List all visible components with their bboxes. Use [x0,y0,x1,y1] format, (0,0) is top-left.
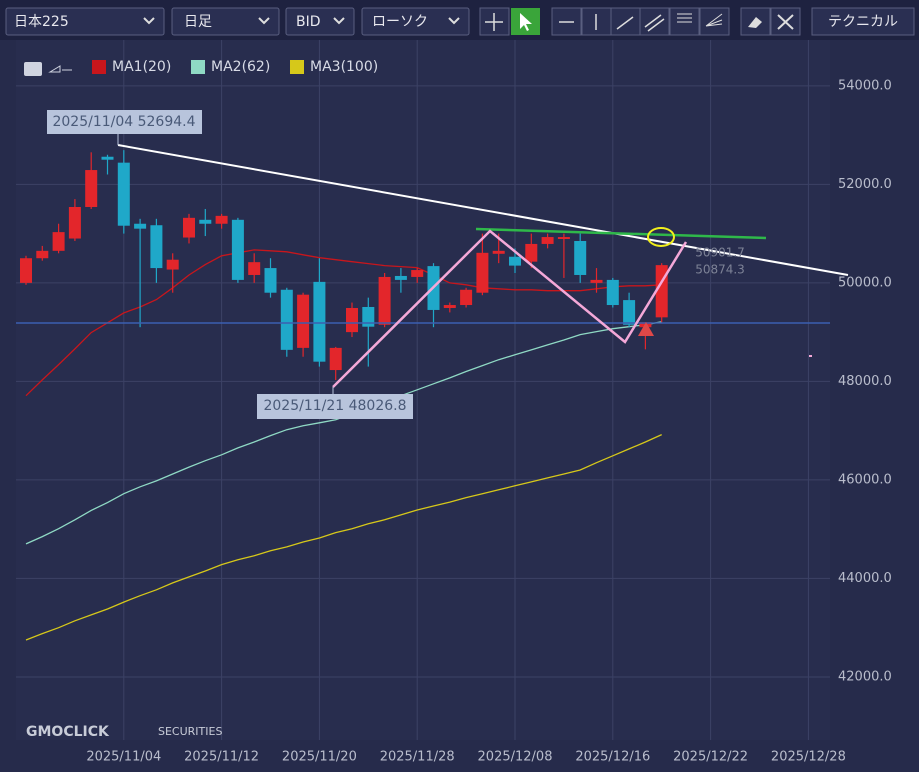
grid [16,40,830,740]
candle-body [476,252,489,293]
candle-body [574,240,587,275]
candle-body [557,237,570,240]
candle-body [264,268,277,293]
candle-body [329,347,342,371]
watermark-suffix: SECURITIES [158,725,222,738]
candle-body [378,276,391,325]
candle-body [248,262,261,275]
candle-body [85,170,98,207]
legend-label: MA1(20) [112,59,171,75]
legend-label: MA3(100) [310,59,378,75]
candle-body [492,250,505,254]
y-tick-label: 42000.0 [838,669,892,684]
symbol-select[interactable]: 日本225 [5,7,165,36]
candle-body [166,259,179,270]
erase-all-button[interactable] [770,7,801,36]
ma-line [25,249,662,397]
legend: MA1(20) MA2(62) MA3(100) [24,59,378,76]
candle-body [525,243,538,262]
candle-body [20,258,32,283]
candle-body [346,307,358,333]
candle-body [101,156,114,160]
y-tick-label: 48000.0 [838,374,892,389]
candle-body [199,219,212,224]
crosshair-button[interactable] [479,7,510,36]
candle-body [590,279,603,283]
candle-body [52,232,65,251]
x-tick-label: 2025/11/20 [282,750,357,765]
candle-body [541,237,554,244]
hline-button[interactable] [551,7,582,36]
annotation-label: 2025/11/21 48026.8 [263,398,406,414]
candle-body [150,225,163,269]
candle-body [215,215,228,224]
candle-body [394,275,407,280]
annotation-box [47,110,202,134]
candle-body [411,270,424,277]
candle-body [606,279,619,306]
x-tick-label: 2025/11/04 [86,750,161,765]
channel-button[interactable] [639,7,670,36]
x-tick-label: 2025/12/16 [575,750,650,765]
y-tick-label: 54000.0 [838,78,892,93]
annotation-label: 2025/11/04 52694.4 [52,114,195,130]
y-tick-label: 46000.0 [838,472,892,487]
y-tick-label: 52000.0 [838,177,892,192]
price: BID [296,14,321,30]
fibo-retracement-button[interactable] [669,7,700,36]
candle-body [297,294,310,348]
vline-button[interactable] [581,7,612,36]
technical: テクニカル [828,14,898,30]
candle-body [117,162,130,226]
candle-body [623,300,636,325]
fibo-fan-button[interactable] [699,7,730,36]
candle-body [443,305,456,308]
watermark: GMOCLICK SECURITIES [26,724,222,740]
candle-body [134,223,147,229]
candle-body [362,306,375,327]
candle-body [460,289,473,306]
legend-label: MA2(62) [211,59,270,75]
period-select[interactable]: 日足 [171,7,280,36]
price-select[interactable]: BID [285,7,355,36]
trendline-button[interactable] [610,7,641,36]
y-tick-label: 44000.0 [838,571,892,586]
x-tick-label: 2025/12/28 [771,750,846,765]
plot-area [16,40,830,740]
y-tick-label: 50000.0 [838,275,892,290]
x-tick-label: 2025/11/28 [380,750,455,765]
candle-body [183,217,195,238]
candle-body [313,281,326,362]
price-label: 50874.3 [695,263,745,277]
ma-line [25,434,662,641]
legend-swatch [191,60,205,74]
annotation-box [257,394,413,419]
x-tick-label: 2025/11/12 [184,750,259,765]
erase-button[interactable] [740,7,771,36]
technical-button[interactable]: テクニカル [811,7,915,36]
chart-style: ローソク [372,14,428,30]
x-tick-label: 2025/12/22 [673,750,748,765]
candle-body [68,206,81,239]
candle-body [280,289,293,350]
pointer-button[interactable] [511,8,540,35]
marks [20,150,668,641]
period: 日足 [184,14,212,30]
drawings [16,144,849,388]
price-label: 50901.7 [695,246,745,260]
legend-swatch [92,60,106,74]
style-select[interactable]: ローソク [361,7,470,36]
x-tick-label: 2025/12/08 [478,750,553,765]
symbol: 日本225 [14,14,69,30]
candle-body [231,219,244,280]
watermark-brand: GMOCLICK [26,724,110,740]
candle-body [36,250,49,259]
legend-swatch [290,60,304,74]
candle-body [509,256,521,266]
